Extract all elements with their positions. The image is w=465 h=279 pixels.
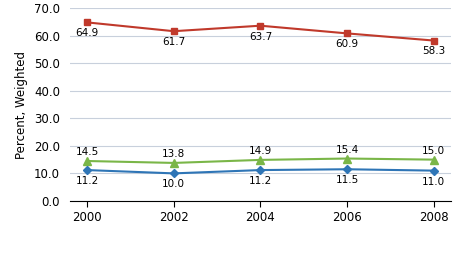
Text: 14.5: 14.5 [75,147,99,157]
Text: 15.0: 15.0 [422,146,445,156]
Text: 61.7: 61.7 [162,37,186,47]
Text: 11.5: 11.5 [335,175,359,185]
Text: 11.2: 11.2 [249,176,272,186]
Text: 64.9: 64.9 [75,28,99,38]
Text: 11.0: 11.0 [422,177,445,187]
Text: 63.7: 63.7 [249,32,272,42]
Text: 58.3: 58.3 [422,46,445,56]
Text: 10.0: 10.0 [162,179,185,189]
Text: 60.9: 60.9 [335,39,359,49]
Text: 13.8: 13.8 [162,149,186,159]
Text: 11.2: 11.2 [75,176,99,186]
Y-axis label: Percent, Weighted: Percent, Weighted [15,50,28,159]
Text: 14.9: 14.9 [249,146,272,156]
Text: 15.4: 15.4 [335,145,359,155]
